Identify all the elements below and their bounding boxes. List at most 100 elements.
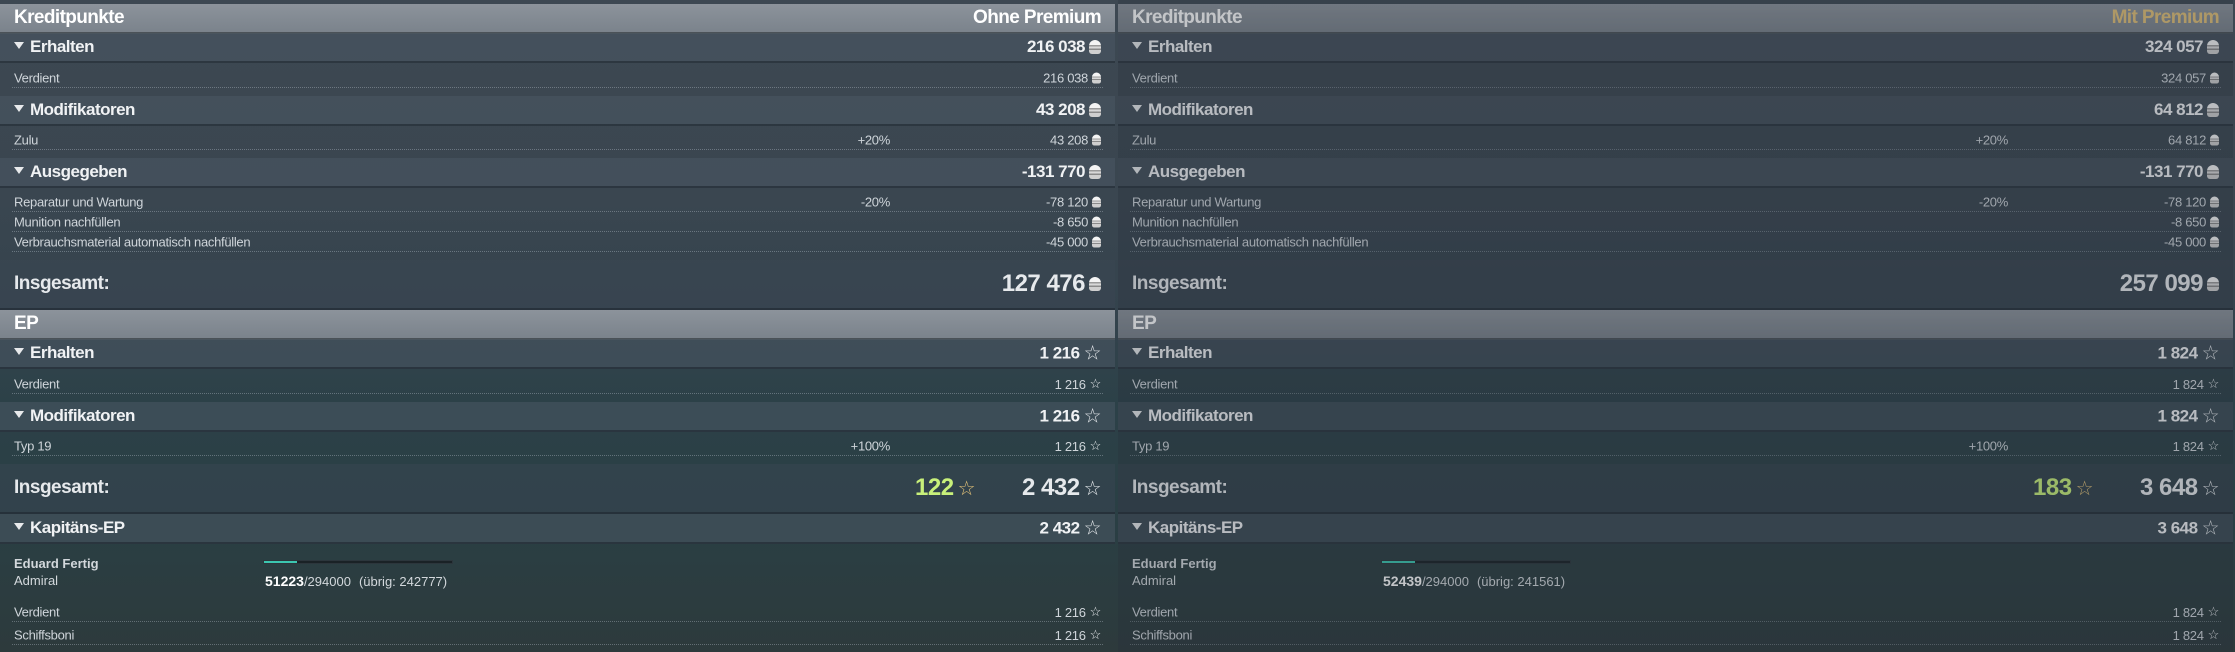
credits-spent-value: -131 770 [1022, 162, 1101, 182]
dotted-divider [12, 393, 1103, 394]
premium-mode-label: Mit Premium [2111, 7, 2220, 28]
dotted-divider [12, 149, 1103, 150]
credits-modifiers-title: Modifikatoren [1148, 100, 1253, 119]
xp-received-label: Erhalten [1132, 343, 1213, 363]
xp-modifiers[interactable]: Modifikatoren 1 216 ☆ [0, 402, 1115, 432]
star-icon: ☆ [2075, 477, 2094, 500]
item-amount: 64 812 [2168, 132, 2206, 148]
credits-row: Verbrauchsmaterial automatisch nachfülle… [1118, 232, 2233, 252]
credits-row: Munition nachfüllen -8 650 [0, 212, 1115, 232]
credits-coin-icon [2207, 103, 2219, 117]
captain-xp-title: Kapitäns-EP [30, 518, 125, 537]
item-percent: +20% [857, 132, 891, 148]
item-amount: -45 000 [1046, 234, 1088, 250]
dotted-divider [12, 455, 1103, 456]
credits-received-amount: 216 038 [1027, 37, 1085, 56]
xp-total: Insgesamt: 183 ☆ 3 648 ☆ [1118, 464, 2233, 514]
item-label: Verdient [14, 376, 60, 392]
captain-xp[interactable]: Kapitäns-EP 3 648 ☆ [1118, 514, 2233, 544]
xp-row: Typ 19 +100% 1 824 ☆ [1118, 436, 2233, 456]
captain-xp-current: 51223 [265, 573, 304, 589]
item-label: Verdient [14, 70, 60, 86]
total-label: Insgesamt: [1132, 477, 1228, 498]
captain-row: Schiffsboni 1 824 ☆ [1118, 625, 2233, 645]
credits-received-value: 324 057 [2145, 37, 2219, 57]
total-label: Insgesamt: [14, 477, 110, 498]
item-amount: 1 824 [2172, 627, 2204, 643]
dotted-divider [1130, 455, 2221, 456]
credits-row: Reparatur und Wartung -20% -78 120 [1118, 192, 2233, 212]
triangle-down-icon [14, 523, 24, 531]
credits-coin-icon [1092, 216, 1101, 228]
item-label: Zulu [1132, 132, 1157, 148]
credits-modifiers-label: Modifikatoren [1132, 100, 1253, 120]
xp-received-value: 1 216 ☆ [1040, 341, 1102, 366]
credits-modifiers[interactable]: Modifikatoren 43 208 [0, 96, 1115, 126]
total-amount: 257 099 [2119, 270, 2204, 297]
xp-received-label: Erhalten [14, 343, 95, 363]
free-xp-amount: 122 [915, 474, 954, 501]
item-label: Verdient [1132, 70, 1178, 86]
xp-row: Typ 19 +100% 1 216 ☆ [0, 436, 1115, 456]
credits-coin-icon [2210, 134, 2219, 146]
xp-total-value: 3 648 ☆ [2140, 474, 2220, 502]
star-icon: ☆ [2207, 438, 2220, 453]
item-value: -78 120 [2164, 195, 2219, 210]
credits-received-label: Erhalten [14, 37, 95, 57]
item-value: -45 000 [2164, 235, 2219, 250]
credits-coin-icon [1092, 72, 1101, 84]
xp-modifiers[interactable]: Modifikatoren 1 824 ☆ [1118, 402, 2233, 432]
triangle-down-icon [14, 411, 24, 419]
item-value: 1 216 ☆ [1055, 604, 1102, 620]
credits-spent[interactable]: Ausgegeben -131 770 [0, 158, 1115, 188]
dotted-divider [12, 87, 1103, 88]
xp-modifiers-title: Modifikatoren [1148, 406, 1253, 425]
captain-xp-progress-fill [264, 561, 297, 563]
credits-modifiers[interactable]: Modifikatoren 64 812 [1118, 96, 2233, 126]
xp-modifiers-value: 1 216 ☆ [1040, 404, 1102, 429]
dotted-divider [12, 621, 1103, 622]
xp-total-value: 2 432 ☆ [1022, 474, 1102, 502]
item-amount: 1 824 [2172, 604, 2204, 620]
credits-spent[interactable]: Ausgegeben -131 770 [1118, 158, 2233, 188]
credits-received[interactable]: Erhalten 216 038 [0, 33, 1115, 63]
item-amount: 43 208 [1050, 132, 1088, 148]
credits-row: Verdient 216 038 [0, 68, 1115, 88]
triangle-down-icon [1132, 348, 1142, 356]
captain-name: Eduard Fertig [1132, 556, 1217, 571]
captain-xp-label: Kapitäns-EP [14, 518, 125, 538]
xp-received[interactable]: Erhalten 1 824 ☆ [1118, 339, 2233, 369]
item-label: Reparatur und Wartung [14, 194, 144, 210]
total-label: Insgesamt: [14, 273, 110, 294]
star-icon: ☆ [2207, 376, 2220, 391]
star-icon: ☆ [1089, 604, 1102, 619]
captain-xp-label: Kapitäns-EP [1132, 518, 1243, 538]
credits-title: Kreditpunkte [1132, 7, 1243, 28]
credits-spent-amount: -131 770 [2139, 162, 2204, 181]
xp-received[interactable]: Erhalten 1 216 ☆ [0, 339, 1115, 369]
item-amount: -8 650 [1052, 214, 1088, 230]
captain-xp-progress-text: 51223/294000 (übrig: 242777) [265, 573, 447, 589]
item-label: Typ 19 [1132, 438, 1170, 454]
dotted-divider [1130, 393, 2221, 394]
item-amount: 1 216 [1054, 627, 1086, 643]
captain-xp-max: /294000 [303, 574, 351, 589]
triangle-down-icon [14, 105, 24, 113]
premium-mode-label: Ohne Premium [973, 7, 1102, 28]
credits-received[interactable]: Erhalten 324 057 [1118, 33, 2233, 63]
star-icon: ☆ [2201, 405, 2220, 428]
captain-xp[interactable]: Kapitäns-EP 2 432 ☆ [0, 514, 1115, 544]
credits-row: Verdient 324 057 [1118, 68, 2233, 88]
captain-xp-remaining: (übrig: 242777) [358, 574, 448, 589]
star-icon: ☆ [1083, 477, 1102, 500]
item-amount: 1 216 [1054, 438, 1086, 454]
item-amount: 1 824 [2172, 376, 2204, 392]
xp-received-title: Erhalten [30, 343, 95, 362]
star-icon: ☆ [1089, 438, 1102, 453]
item-label: Verdient [1132, 604, 1178, 620]
captain-row: Verdient 1 216 ☆ [0, 602, 1115, 622]
credits-row: Zulu +20% 43 208 [0, 130, 1115, 150]
captain-xp-value: 2 432 ☆ [1040, 516, 1102, 541]
captain-xp-progress-bar [263, 560, 453, 564]
xp-header: EP [0, 310, 1115, 340]
